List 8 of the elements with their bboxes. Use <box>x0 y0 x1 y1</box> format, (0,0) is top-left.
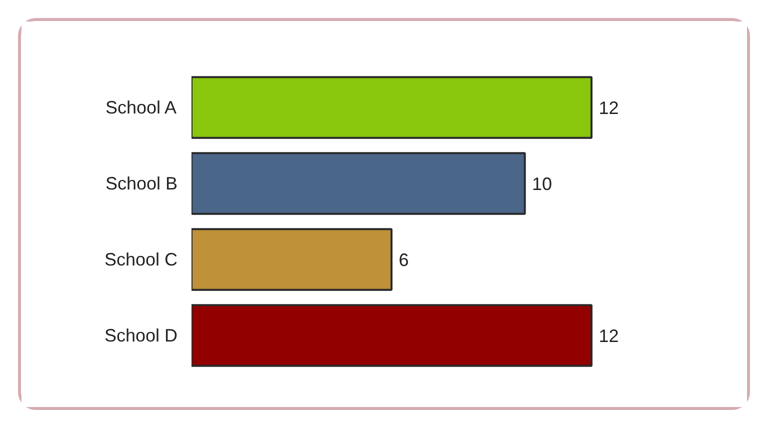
data-label: 10 <box>532 174 552 194</box>
y-tick-label: School B <box>105 174 178 194</box>
data-label: 6 <box>398 250 409 270</box>
data-label: 12 <box>598 326 619 346</box>
data-label: 12 <box>598 98 619 118</box>
y-tick-label: School A <box>105 98 177 118</box>
y-tick-label: School C <box>104 250 178 270</box>
y-tick-label: School D <box>104 326 178 346</box>
